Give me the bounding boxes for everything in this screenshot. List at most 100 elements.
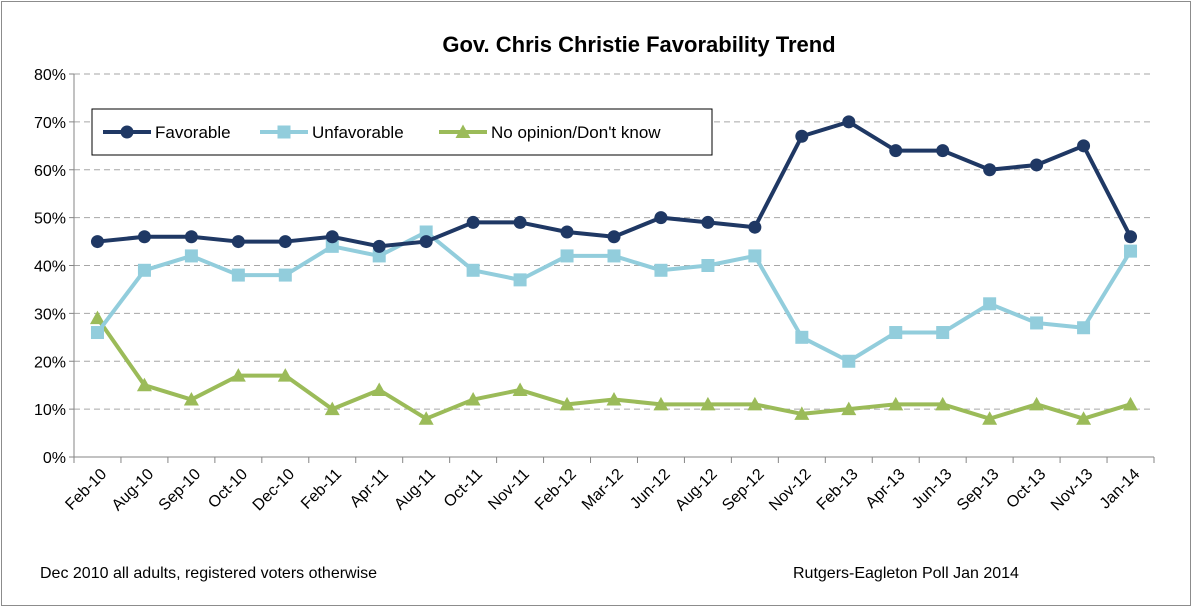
- data-point: [701, 215, 715, 229]
- x-tick-label: Nov-12: [766, 466, 815, 515]
- legend-swatch-marker: [120, 125, 134, 139]
- data-point: [701, 259, 715, 272]
- data-point: [325, 230, 339, 244]
- y-tick-label: 0%: [43, 450, 66, 467]
- data-point: [606, 392, 622, 406]
- x-tick-label: Feb-12: [532, 466, 580, 514]
- x-tick-label: Oct-10: [205, 466, 251, 512]
- data-point: [889, 326, 903, 340]
- x-tick-label: Jun-13: [909, 466, 956, 513]
- data-point: [748, 220, 762, 234]
- data-point: [465, 392, 481, 406]
- data-point: [747, 396, 763, 411]
- data-point: [184, 230, 198, 244]
- legend: Favorable Unfavorable No opinion/Don't kno…: [91, 108, 713, 156]
- series-unfavorable: [90, 225, 1138, 368]
- x-tick-label: Oct-13: [1003, 466, 1049, 512]
- data-point: [418, 411, 434, 425]
- data-point: [277, 368, 293, 382]
- legend-swatch-marker: [277, 125, 291, 139]
- data-point: [231, 235, 245, 249]
- data-point: [842, 115, 856, 129]
- footnote-population: Dec 2010 all adults, registered voters o…: [40, 565, 378, 582]
- y-tick-label: 40%: [34, 259, 66, 276]
- y-tick-label: 20%: [34, 354, 66, 371]
- data-point: [748, 249, 762, 263]
- data-point: [1123, 396, 1139, 411]
- data-point: [278, 268, 292, 282]
- x-tick-label: Apr-13: [863, 466, 909, 512]
- legend-swatch-marker: [455, 124, 471, 138]
- data-point: [935, 396, 951, 411]
- data-point: [419, 225, 433, 239]
- data-point: [936, 326, 950, 340]
- x-tick-label: Feb-13: [814, 466, 862, 514]
- data-point: [136, 377, 152, 392]
- data-point: [1029, 396, 1045, 411]
- x-tick-label: Aug-10: [109, 466, 158, 515]
- data-point: [983, 163, 997, 177]
- x-tick-label: Jan-14: [1097, 466, 1144, 513]
- data-point: [795, 129, 809, 143]
- data-point: [90, 326, 104, 340]
- series-group: [89, 115, 1139, 425]
- data-point: [184, 249, 198, 263]
- data-point: [371, 382, 387, 396]
- x-tick-label: Oct-11: [441, 466, 486, 511]
- data-point: [1124, 244, 1138, 258]
- x-tick-label: Feb-10: [62, 466, 110, 514]
- data-point: [795, 330, 809, 344]
- y-tick-label: 30%: [34, 306, 66, 323]
- data-point: [841, 401, 857, 416]
- footnote-source: Rutgers-Eagleton Poll Jan 2014: [793, 565, 1019, 582]
- legend-label: No opinion/Don't know: [491, 123, 661, 142]
- data-point: [372, 249, 386, 263]
- data-point: [137, 263, 151, 277]
- series-favorable: [90, 115, 1138, 253]
- data-point: [888, 396, 904, 411]
- data-point: [607, 230, 621, 244]
- x-tick-label: Apr-11: [347, 466, 392, 511]
- data-point: [559, 396, 575, 411]
- data-point: [1030, 316, 1044, 330]
- data-point: [183, 392, 199, 406]
- data-point: [466, 263, 480, 277]
- y-tick-label: 10%: [34, 402, 66, 419]
- data-point: [325, 239, 339, 253]
- data-point: [1124, 230, 1138, 244]
- x-tick-label: Sep-12: [719, 466, 768, 515]
- data-point: [230, 368, 246, 382]
- data-point: [137, 230, 151, 244]
- legend-label: Favorable: [155, 123, 231, 142]
- y-axis-ticks: 0% 10% 20% 30% 40% 50% 60% 70% 80%: [34, 67, 74, 467]
- x-tick-label: Nov-13: [1048, 466, 1097, 515]
- x-tick-label: Dec-10: [250, 466, 299, 515]
- data-point: [889, 144, 903, 158]
- legend-box: [91, 108, 713, 156]
- data-point: [324, 401, 340, 416]
- data-point: [513, 215, 527, 229]
- x-tick-label: Sep-10: [156, 466, 205, 515]
- x-tick-label: Aug-11: [391, 466, 439, 514]
- y-tick-label: 50%: [34, 211, 66, 228]
- data-point: [513, 273, 527, 287]
- data-point: [700, 396, 716, 411]
- data-point: [278, 235, 292, 249]
- data-point: [654, 211, 668, 225]
- data-point: [936, 144, 950, 158]
- data-point: [1076, 411, 1092, 425]
- y-tick-label: 80%: [34, 67, 66, 84]
- data-point: [983, 297, 997, 311]
- data-point: [1030, 158, 1044, 172]
- data-point: [372, 239, 386, 253]
- data-point: [512, 382, 528, 396]
- legend-label: Unfavorable: [312, 123, 404, 142]
- x-tick-label: Jun-12: [627, 466, 674, 513]
- data-point: [560, 249, 574, 263]
- data-point: [89, 310, 105, 325]
- data-point: [654, 263, 668, 277]
- data-point: [982, 411, 998, 425]
- data-point: [1077, 321, 1091, 335]
